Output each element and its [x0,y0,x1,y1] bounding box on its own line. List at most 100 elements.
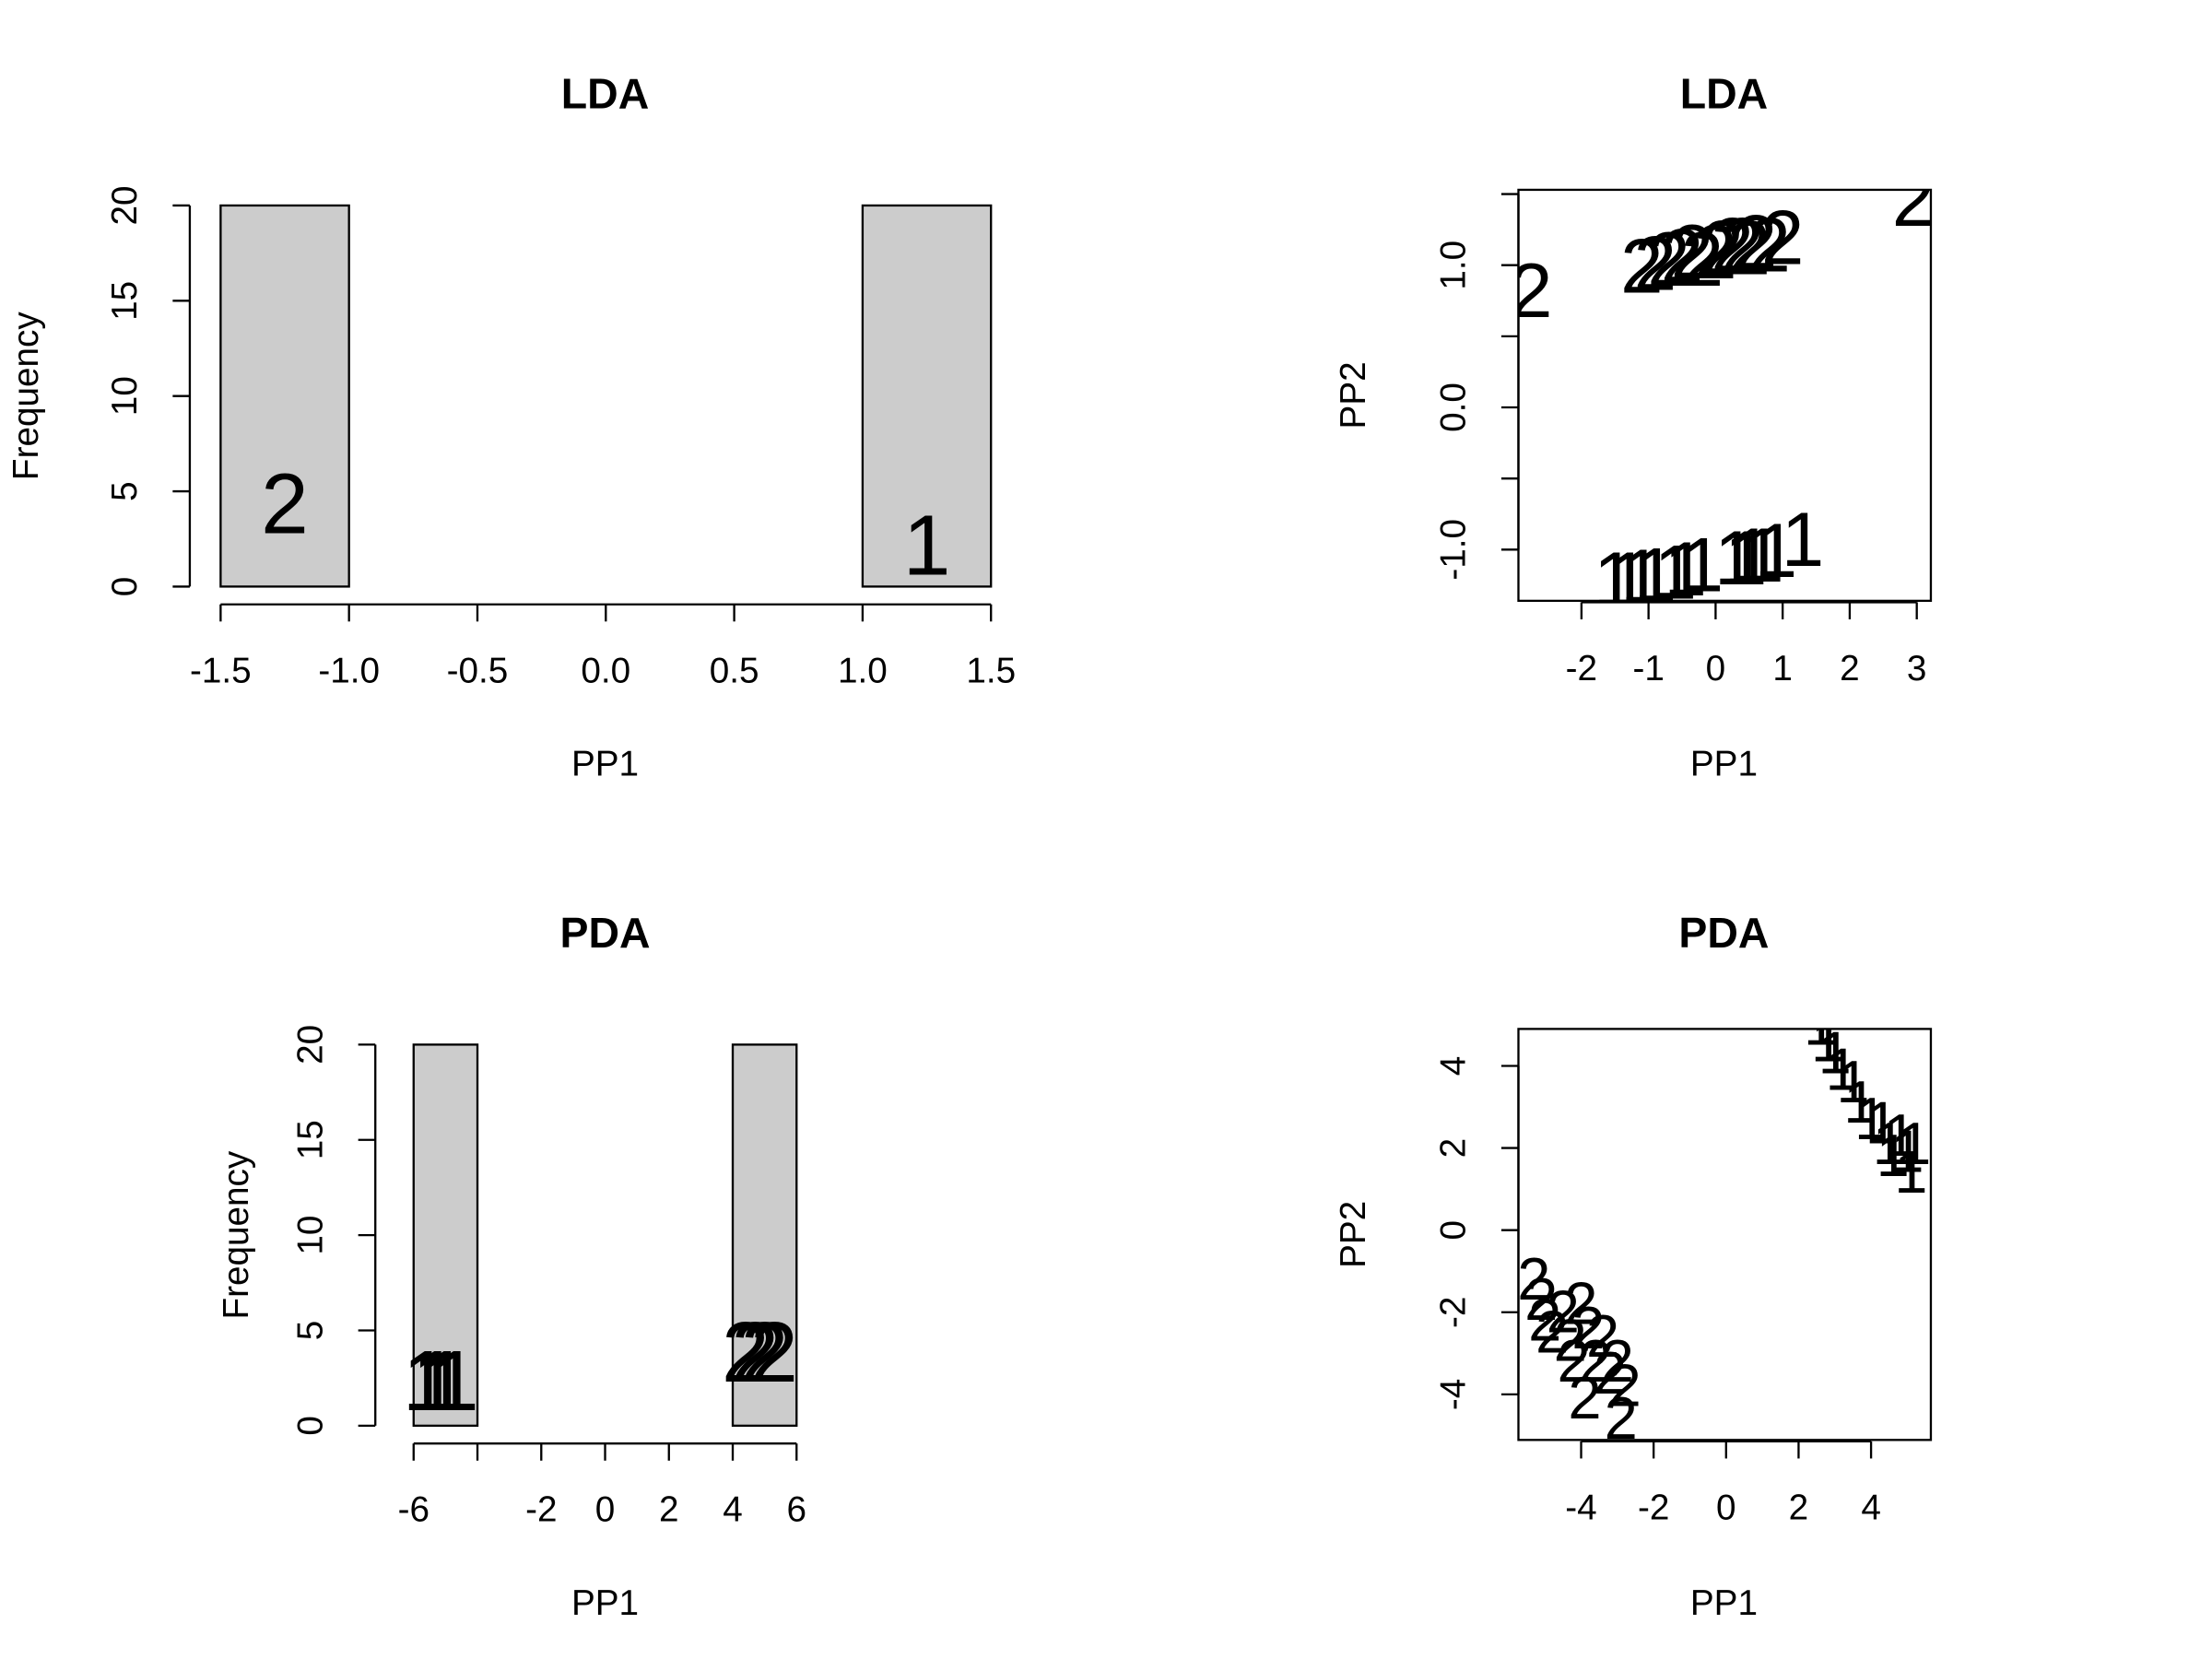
x-tick-label: 0 [1716,1488,1736,1527]
x-tick-label: -6 [398,1490,429,1530]
point: 1 [1782,496,1825,582]
point: 1 [1877,1122,1910,1189]
x-tick-label: -1.5 [190,651,252,690]
point: 2 [1586,1302,1619,1370]
bar [861,204,993,588]
point: 2 [1558,1327,1591,1394]
point: 1 [1883,1101,1916,1169]
point: 1 [1607,535,1651,622]
point: 1 [1620,533,1664,619]
point: 2 [1694,208,1737,295]
point: 2 [1671,208,1714,295]
point: 2 [1700,204,1744,290]
annotation: 2 [741,1304,789,1400]
point: 2 [1517,1245,1550,1312]
y-axis-label: Frequency [217,1150,256,1319]
x-tick-label: -4 [1565,1488,1596,1527]
x-axis-label: PP1 [1690,745,1758,784]
point: 1 [1681,522,1724,608]
x-tick-label: -2 [525,1490,557,1530]
point: 2 [1620,223,1664,310]
point: 1 [1741,512,1784,598]
x-tick-label: 0 [1706,649,1726,688]
y-tick-label: 15 [105,281,145,321]
point: 2 [1601,1327,1634,1394]
plot-box [1517,1028,1933,1441]
bar [219,204,350,588]
annotation: 2 [261,455,309,551]
point: 1 [1890,1118,1924,1185]
y-tick-label: -1.0 [1434,519,1474,581]
points: 111111111111112222222222222222 [1517,991,1931,1452]
annotation: 2 [750,1304,798,1400]
y-tick-label: 0 [1434,1220,1474,1241]
point: 2 [1564,1269,1597,1336]
plot-box [1517,188,1933,603]
point: 2 [1510,247,1553,334]
point: 2 [1721,201,1764,288]
y-tick-label: 15 [290,1120,330,1159]
bar [412,1043,479,1428]
annotation: 1 [412,1333,460,1429]
y-axis-label: PP2 [1334,1201,1373,1268]
point: 2 [1608,1352,1641,1419]
point: 2 [1747,201,1791,288]
x-tick-label: -0.5 [447,651,509,690]
point: 1 [1724,514,1768,601]
point: 2 [1681,216,1724,302]
y-tick-label: 4 [1434,1056,1474,1077]
x-tick-label: 1.5 [966,651,1016,690]
x-tick-label: -1 [1632,649,1664,688]
y-tick-label: 10 [105,376,145,416]
point: 1 [1634,531,1677,618]
x-tick-label: 4 [723,1490,743,1530]
point: 2 [1661,213,1704,300]
point: 2 [1711,201,1754,288]
x-tick-label: 3 [1907,649,1927,688]
point: 1 [1714,514,1758,601]
point: 1 [1755,507,1798,594]
point: 2 [1735,198,1778,285]
point: 1 [1826,1036,1859,1103]
x-tick-label: 0.0 [581,651,630,690]
x-tick-label: -2 [1566,649,1597,688]
point: 1 [1898,1110,1931,1177]
x-tick-label: 6 [786,1490,806,1530]
point: 2 [1579,1327,1612,1394]
point: 1 [1818,1019,1852,1087]
point: 1 [1865,1088,1899,1156]
panel-title: LDA [561,70,649,118]
annotation: 2 [731,1304,779,1400]
point: 2 [1571,1294,1605,1361]
x-tick-label: 1.0 [838,651,888,690]
point: 1 [1594,535,1637,622]
y-tick-label: 0 [105,577,145,597]
y-tick-label: 20 [290,1025,330,1065]
point: 2 [1605,1384,1638,1452]
point: 2 [1535,1299,1569,1366]
y-tick-label: 2 [1434,1138,1474,1159]
point: 1 [1731,512,1774,598]
panel-title: LDA [1680,70,1768,118]
y-tick-label: 0.0 [1434,382,1474,432]
bar [731,1043,798,1428]
point: 1 [1894,1138,1927,1206]
point: 1 [1811,1006,1844,1074]
annotation: 2 [722,1304,770,1400]
annotation: 1 [431,1333,479,1429]
point: 1 [1664,525,1707,612]
x-tick-label: -2 [1638,1488,1669,1527]
panel-title: PDA [1678,909,1769,957]
point: 2 [1528,1286,1561,1353]
y-tick-label: -2 [1434,1297,1474,1328]
point: 2 [1594,1339,1627,1406]
point: 1 [1873,1110,1906,1177]
point: 1 [1804,991,1837,1058]
panel: LDA PP1 Frequency -1.5 -1.0 -0.5 0.0 0.5 1.0 1.5 0… [6,70,1016,784]
annotation: 1 [903,498,951,594]
x-tick-label: 2 [1789,1488,1809,1527]
point: 1 [1843,1068,1877,1135]
